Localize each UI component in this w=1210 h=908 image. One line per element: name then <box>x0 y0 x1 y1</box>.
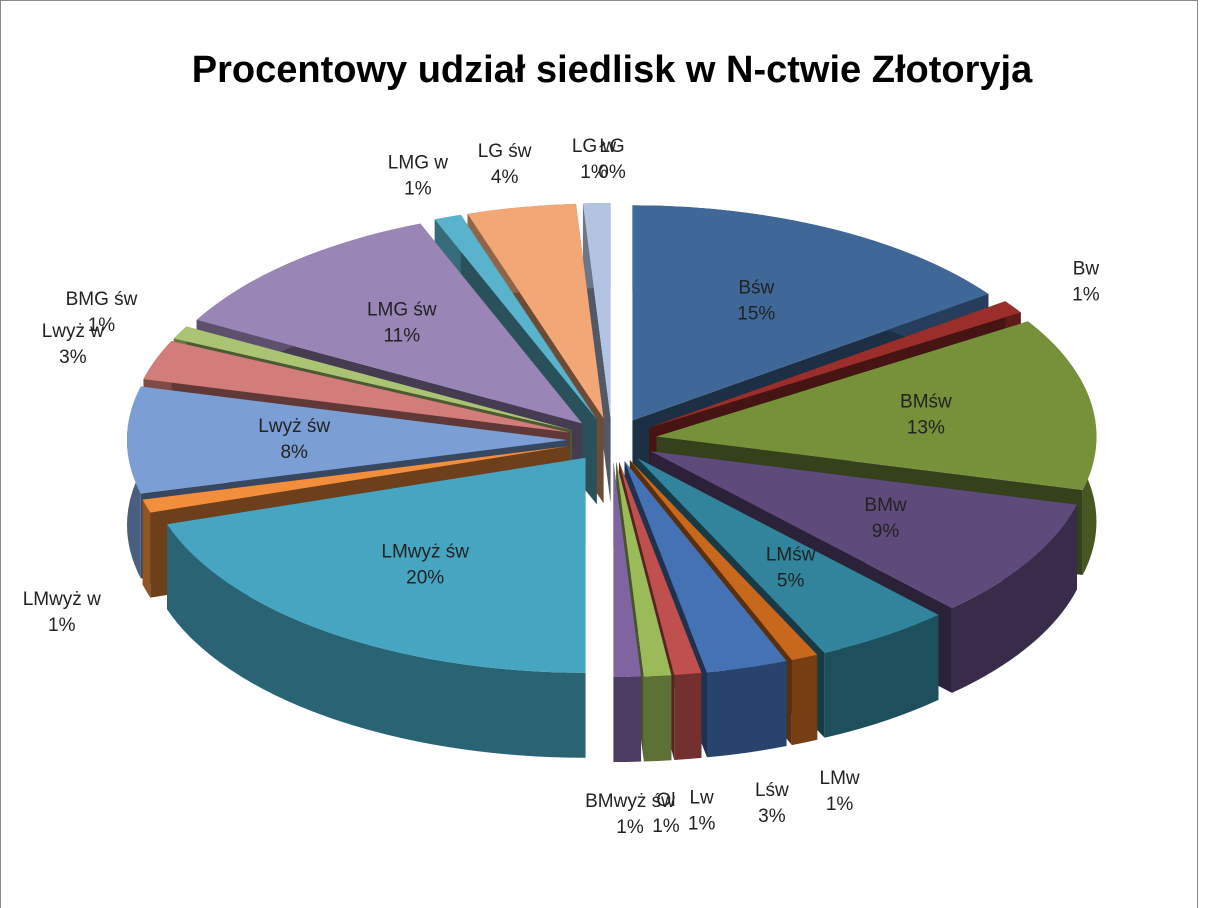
value-label: 1% <box>826 794 854 815</box>
value-label: 1% <box>404 179 432 200</box>
slice-side <box>791 654 818 746</box>
slice-side <box>613 676 642 762</box>
category-label: LG św <box>478 141 532 162</box>
value-label: 4% <box>491 167 519 188</box>
value-label: 1% <box>616 817 644 838</box>
category-label: LG w <box>572 136 617 157</box>
value-label: 1% <box>652 816 680 837</box>
category-label: Bw <box>1073 259 1100 280</box>
slice <box>196 223 583 424</box>
slice <box>167 457 586 673</box>
slice <box>467 203 604 419</box>
value-label: 1% <box>48 615 76 636</box>
category-label: LMG św <box>367 300 437 321</box>
category-label: LMśw <box>766 544 816 565</box>
value-label: 1% <box>688 814 716 835</box>
value-label: 9% <box>872 521 900 542</box>
category-label: Lwyż św <box>258 416 330 437</box>
slice <box>632 205 989 421</box>
value-label: 0% <box>598 162 626 183</box>
slice-side <box>707 661 787 758</box>
slice <box>650 451 1077 608</box>
slice-side <box>951 504 1077 693</box>
value-label: 3% <box>59 347 87 368</box>
slice <box>434 214 597 420</box>
category-label: Lwyż w <box>42 321 105 342</box>
slice <box>143 341 570 433</box>
category-label: Lśw <box>755 780 789 801</box>
category-label: LMw <box>820 768 860 789</box>
value-label: 20% <box>406 568 444 589</box>
category-label: LMG w <box>388 153 448 174</box>
slice-side <box>142 499 151 598</box>
category-label: LMwyż św <box>381 542 469 563</box>
slice-side <box>167 524 586 758</box>
value-label: 1% <box>88 315 116 336</box>
slice <box>619 461 702 676</box>
chart-title: Procentowy udział siedlisk w N-ctwie Zło… <box>192 49 1033 91</box>
slice <box>637 458 939 653</box>
category-label: ŁG <box>599 136 624 157</box>
category-label: Lw <box>689 788 714 809</box>
value-label: 1% <box>1072 285 1100 306</box>
category-label: BMśw <box>900 392 952 413</box>
slice-side <box>674 672 702 761</box>
slice <box>616 461 672 677</box>
slice <box>126 386 567 494</box>
slice <box>656 321 1097 491</box>
category-label: BMwyż św <box>585 791 675 812</box>
value-label: 1% <box>580 162 608 183</box>
slice <box>173 326 572 431</box>
slice <box>142 446 569 513</box>
slice <box>624 461 787 673</box>
category-label: BMw <box>864 495 907 516</box>
slice-side <box>643 675 672 762</box>
slice <box>613 461 642 677</box>
slice-side <box>824 614 939 738</box>
value-label: 11% <box>384 326 421 347</box>
data-labels: Bśw 15% Bw 1% BMśw 13% BMw 9% LMśw 5% LMw 1% Lśw 3% Lw… <box>23 136 1100 838</box>
value-label: 15% <box>737 304 775 325</box>
slice-tops <box>126 203 1097 677</box>
slice <box>629 460 818 661</box>
slice <box>582 203 611 419</box>
category-label: Bśw <box>738 278 774 299</box>
value-label: 13% <box>907 418 945 439</box>
category-label: BMG św <box>66 289 138 310</box>
value-label: 8% <box>280 442 308 463</box>
category-label: LMwyż w <box>23 589 101 610</box>
category-label: Ol <box>656 790 675 811</box>
value-label: 5% <box>777 570 805 591</box>
value-label: 3% <box>758 806 786 827</box>
slice <box>649 301 1021 428</box>
